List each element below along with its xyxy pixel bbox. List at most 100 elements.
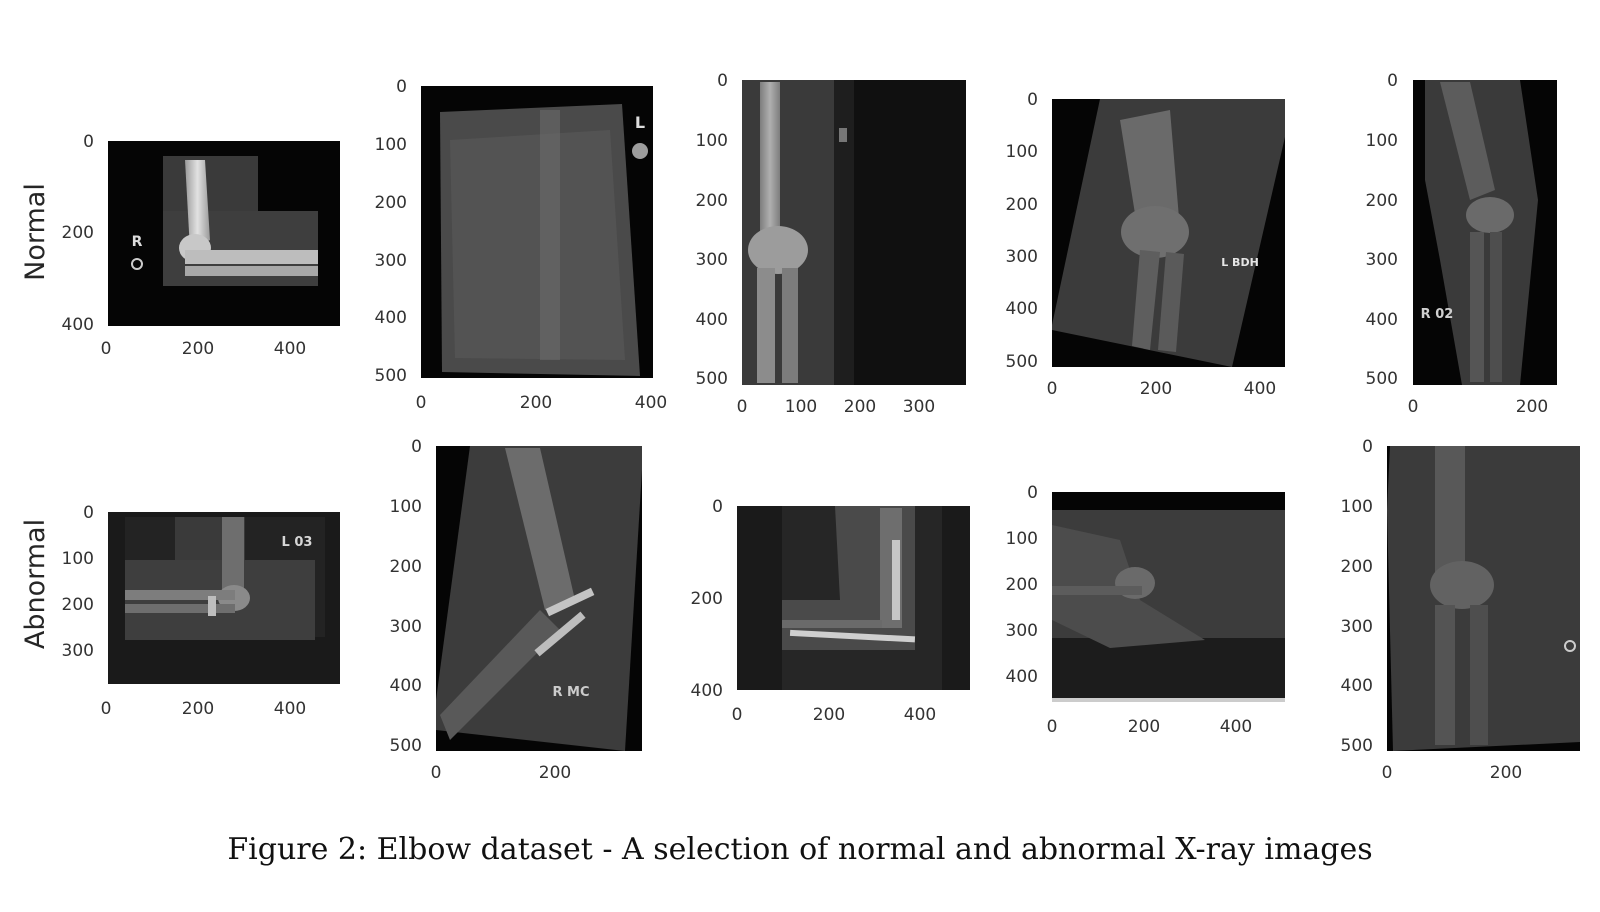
x-tick: 200 (182, 339, 214, 359)
panel-normal-3: 0 100 200 300 400 500 0 100 200 300 (696, 71, 966, 417)
y-tick: 0 (83, 503, 94, 523)
y-tick: 100 (375, 135, 407, 155)
y-tick: 400 (62, 315, 94, 335)
x-tick: 200 (844, 397, 876, 417)
y-tick: 200 (375, 193, 407, 213)
side-marker: R (132, 234, 143, 250)
x-tick: 400 (274, 699, 306, 719)
x-tick: 200 (813, 705, 845, 725)
y-tick: 0 (1027, 483, 1038, 503)
y-tick: 400 (375, 308, 407, 328)
x-tick: 200 (182, 699, 214, 719)
y-tick: 0 (396, 77, 407, 97)
x-tick: 0 (1047, 717, 1058, 737)
x-tick: 0 (1408, 397, 1419, 417)
y-tick: 500 (696, 369, 728, 389)
xray-image (737, 506, 970, 690)
x-tick: 0 (416, 393, 427, 413)
x-tick: 200 (1516, 397, 1548, 417)
y-tick: 400 (1006, 299, 1038, 319)
x-tick: 0 (732, 705, 743, 725)
x-tick: 400 (274, 339, 306, 359)
y-tick: 300 (1006, 621, 1038, 641)
y-tick: 500 (1366, 369, 1398, 389)
y-tick: 500 (1006, 352, 1038, 372)
side-marker: R MC (552, 685, 589, 700)
x-tick: 400 (1220, 717, 1252, 737)
y-tick: 400 (1366, 310, 1398, 330)
xray-image: R MC (436, 446, 642, 751)
y-tick: 0 (411, 437, 422, 457)
xray-image (1052, 492, 1285, 702)
panel-abnormal-5: 0 100 200 300 400 500 0 200 (1341, 437, 1580, 783)
panel-abnormal-3: 0 200 400 0 200 400 (691, 497, 970, 725)
y-tick: 0 (1387, 71, 1398, 91)
y-tick: 200 (1366, 191, 1398, 211)
xray-image: L BDH (1052, 99, 1285, 367)
row-label-abnormal: Abnormal (20, 519, 51, 649)
y-tick: 300 (1366, 250, 1398, 270)
y-tick: 300 (1341, 617, 1373, 637)
y-tick: 200 (390, 557, 422, 577)
y-tick: 500 (390, 736, 422, 756)
panel-abnormal-4: 0 100 200 300 400 0 200 400 (1006, 483, 1285, 737)
y-tick: 0 (1362, 437, 1373, 457)
y-tick: 100 (1006, 529, 1038, 549)
xray-image: R (108, 141, 340, 326)
y-tick: 400 (390, 676, 422, 696)
row-label-normal: Normal (20, 183, 51, 281)
x-tick: 200 (520, 393, 552, 413)
y-tick: 200 (691, 589, 723, 609)
y-tick: 400 (691, 681, 723, 701)
y-tick: 200 (62, 595, 94, 615)
y-tick: 200 (1006, 575, 1038, 595)
side-marker: L (635, 113, 645, 132)
x-tick: 0 (1382, 763, 1393, 783)
y-tick: 100 (1006, 142, 1038, 162)
y-tick: 0 (712, 497, 723, 517)
x-tick: 200 (1140, 379, 1172, 399)
x-tick: 200 (1490, 763, 1522, 783)
panel-abnormal-2: R MC 0 100 200 300 400 500 0 200 (390, 437, 642, 783)
xray-image: L (421, 86, 653, 378)
xray-image (742, 80, 966, 385)
y-tick: 500 (375, 366, 407, 386)
x-tick: 400 (1244, 379, 1276, 399)
panel-abnormal-1: L 03 0 100 200 300 0 200 400 (62, 503, 340, 719)
x-tick: 200 (1128, 717, 1160, 737)
y-tick: 100 (390, 497, 422, 517)
x-tick: 0 (101, 339, 112, 359)
y-tick: 200 (1341, 557, 1373, 577)
x-tick: 0 (1047, 379, 1058, 399)
x-tick: 300 (903, 397, 935, 417)
y-tick: 300 (696, 250, 728, 270)
y-tick: 400 (1341, 676, 1373, 696)
y-tick: 300 (1006, 247, 1038, 267)
y-tick: 300 (390, 617, 422, 637)
y-tick: 500 (1341, 736, 1373, 756)
panel-normal-4: L BDH 0 100 200 300 400 500 0 200 400 (1006, 90, 1285, 399)
y-tick: 200 (1006, 195, 1038, 215)
xray-image: R 02 (1413, 80, 1557, 385)
panel-normal-5: R 02 0 100 200 300 400 500 0 200 (1366, 71, 1557, 417)
side-marker: L 03 (282, 535, 313, 550)
figure-caption: Figure 2: Elbow dataset - A selection of… (227, 832, 1373, 867)
x-tick: 400 (904, 705, 936, 725)
y-tick: 200 (62, 223, 94, 243)
xray-image (1387, 446, 1580, 751)
y-tick: 100 (696, 131, 728, 151)
y-tick: 0 (717, 71, 728, 91)
y-tick: 100 (1366, 131, 1398, 151)
side-marker: R 02 (1421, 307, 1454, 322)
xray-image: L 03 (108, 512, 340, 684)
y-tick: 0 (83, 132, 94, 152)
x-tick: 400 (635, 393, 667, 413)
y-tick: 300 (62, 641, 94, 661)
y-tick: 300 (375, 251, 407, 271)
panel-normal-1: R 0 200 400 0 200 400 (62, 132, 340, 359)
side-marker: L BDH (1221, 256, 1259, 269)
y-tick: 100 (1341, 497, 1373, 517)
x-tick: 0 (431, 763, 442, 783)
y-tick: 0 (1027, 90, 1038, 110)
